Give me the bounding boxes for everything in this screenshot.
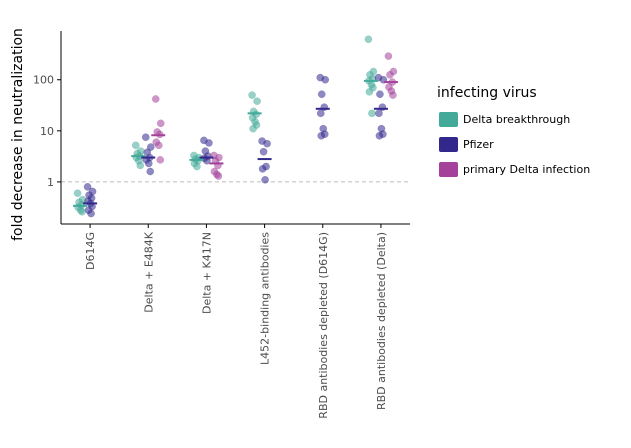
axes-group: 1 10 100 D614G Delta + E484K Delta + K417N L45…: [10, 28, 410, 419]
data-point: [375, 131, 384, 140]
data-point: [317, 90, 326, 99]
data-point: [205, 139, 213, 147]
data-point: [146, 143, 155, 151]
x-tick-label: D614G: [84, 232, 97, 270]
legend-label: Pfizer: [463, 138, 494, 151]
data-point: [253, 97, 261, 106]
data-point: [83, 183, 92, 191]
data-point: [317, 131, 326, 140]
y-tick-label: 10: [40, 125, 54, 138]
data-point: [156, 156, 165, 164]
data-point: [141, 133, 150, 142]
data-point: [263, 139, 271, 148]
median-lines-group: [73, 79, 398, 207]
data-point: [384, 52, 393, 60]
data-point: [131, 141, 140, 150]
data-point: [156, 119, 165, 128]
x-tick-label: RBD antibodies depleted (Delta): [375, 232, 388, 410]
data-point: [375, 109, 383, 118]
legend-swatch: [439, 137, 458, 152]
data-point: [78, 207, 86, 216]
data-point: [193, 162, 201, 171]
data-point: [258, 165, 267, 173]
data-point: [364, 35, 373, 44]
data-point: [321, 75, 330, 84]
x-tick-label: L452-binding antibodies: [259, 232, 272, 365]
data-point: [368, 109, 376, 118]
legend-label: primary Delta infection: [463, 163, 590, 176]
data-point: [144, 159, 153, 168]
legend-group: infecting virus Delta breakthrough Pfizer p…: [437, 85, 590, 177]
data-point: [248, 91, 256, 99]
data-point: [249, 124, 257, 133]
legend-title: infecting virus: [437, 85, 537, 101]
y-tick-label: 100: [33, 74, 54, 87]
data-point: [154, 141, 163, 150]
data-point: [73, 189, 82, 198]
legend-label: Delta breakthrough: [463, 113, 570, 126]
data-point: [214, 172, 223, 180]
x-tick-label: Delta + K417N: [200, 232, 213, 314]
legend-swatch: [439, 112, 458, 127]
data-point: [259, 147, 268, 156]
data-point: [365, 87, 374, 96]
y-axis-title: fold decrease in neutralization: [10, 28, 26, 241]
x-tick-label: Delta + E484K: [142, 231, 155, 313]
y-tick-label: 1: [47, 176, 54, 189]
data-point: [389, 91, 397, 99]
data-point: [386, 70, 394, 79]
data-point: [146, 167, 155, 176]
data-point: [376, 90, 384, 99]
x-tick-label: RBD antibodies depleted (D614G): [317, 232, 330, 419]
data-point: [136, 161, 145, 170]
data-point: [87, 209, 95, 218]
legend-swatch: [439, 162, 458, 177]
data-points-group: [73, 35, 398, 218]
data-point: [151, 95, 160, 103]
data-point: [316, 109, 325, 118]
data-point: [261, 175, 269, 184]
